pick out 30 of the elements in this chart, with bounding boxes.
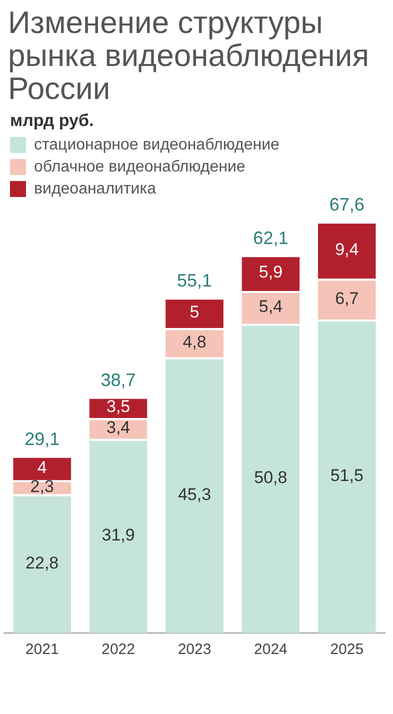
x-tick-label: 2025: [330, 641, 364, 658]
data-label: 4,8: [182, 332, 206, 352]
x-tick-label: 2023: [178, 641, 212, 658]
legend-label: облачное видеонаблюдение: [34, 158, 246, 176]
total-label: 29,1: [24, 428, 60, 449]
data-label: 4: [37, 458, 47, 477]
legend-label: видеоаналитика: [34, 180, 156, 198]
data-label: 6,7: [335, 288, 359, 308]
legend-label: стационарное видеонаблюдение: [34, 136, 280, 154]
data-label: 5: [190, 302, 200, 322]
data-label: 45,3: [178, 484, 212, 504]
chart-subtitle: млрд руб.: [10, 111, 95, 131]
data-label: 9,4: [335, 240, 359, 259]
data-label: 22,8: [26, 553, 59, 572]
data-label: 5,4: [258, 297, 283, 316]
data-label: 5,9: [258, 262, 283, 282]
x-tick-label: 2021: [25, 641, 59, 658]
data-label: 2,3: [30, 476, 54, 496]
total-label: 38,7: [100, 370, 136, 390]
total-label: 55,1: [176, 270, 212, 291]
data-label: 31,9: [102, 526, 135, 545]
data-label: 3,5: [106, 397, 130, 416]
total-label: 62,1: [253, 228, 288, 248]
total-label: 67,6: [329, 194, 364, 215]
x-tick-label: 2024: [254, 641, 288, 658]
x-tick-label: 2022: [102, 641, 135, 658]
data-label: 50,8: [254, 468, 288, 488]
data-label: 3,4: [106, 418, 130, 438]
data-label: 51,5: [330, 466, 364, 485]
chart-title: Изменение структуры рынка видеонаблюдения России: [8, 5, 370, 106]
